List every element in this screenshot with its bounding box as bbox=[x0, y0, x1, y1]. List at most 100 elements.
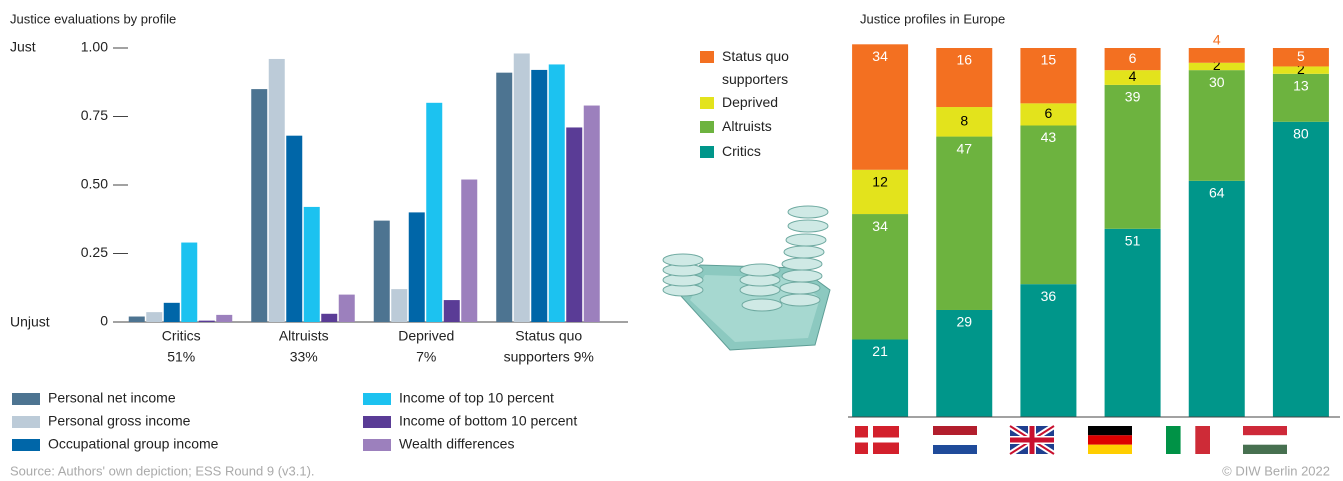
bar bbox=[286, 135, 303, 322]
bar bbox=[146, 312, 163, 322]
data-label: 36 bbox=[1041, 288, 1057, 304]
data-label: 34 bbox=[872, 48, 888, 64]
legend-label: Occupational group income bbox=[48, 436, 219, 452]
data-label: 16 bbox=[956, 52, 972, 68]
legend-label-box: Critics bbox=[722, 143, 761, 159]
bar-segment bbox=[1188, 180, 1245, 417]
data-label: 4 bbox=[1213, 32, 1221, 48]
bar-segment bbox=[1188, 62, 1245, 71]
y-tick-label: 0.50 bbox=[81, 176, 108, 192]
bar bbox=[216, 314, 233, 322]
source: Source: Authors' own depiction; ESS Roun… bbox=[10, 463, 315, 478]
legend-swatch bbox=[700, 146, 714, 158]
legend-label-box: Status quo supporters bbox=[722, 48, 789, 87]
data-label: 2 bbox=[1213, 57, 1221, 73]
data-label: 5 bbox=[1297, 48, 1305, 64]
bar bbox=[373, 220, 390, 322]
data-label: 30 bbox=[1209, 74, 1225, 90]
data-label: 21 bbox=[872, 343, 888, 359]
y-tick-label: 0.75 bbox=[81, 107, 108, 123]
money-illustration bbox=[662, 205, 831, 351]
legend-label-box: Altruists bbox=[722, 118, 772, 134]
legend-label: Wealth differences bbox=[399, 436, 514, 452]
bar-segment bbox=[936, 309, 993, 417]
data-label: 80 bbox=[1293, 126, 1309, 142]
x-tick-label: supporters 9% bbox=[504, 349, 594, 365]
legend-swatch bbox=[363, 416, 391, 428]
bar-segment bbox=[1272, 73, 1329, 122]
data-label: 6 bbox=[1129, 50, 1137, 66]
data-label: 64 bbox=[1209, 185, 1225, 201]
bar-segment bbox=[1272, 66, 1329, 74]
legend-swatch bbox=[700, 121, 714, 133]
y-tick-label: 0 bbox=[100, 313, 108, 329]
x-tick-label: Critics bbox=[162, 328, 201, 344]
legend-label: Altruists bbox=[722, 118, 772, 134]
bar bbox=[251, 89, 268, 322]
bar bbox=[548, 64, 565, 322]
legend-label: Critics bbox=[722, 143, 761, 159]
data-label: 43 bbox=[1041, 129, 1057, 145]
credit: © DIW Berlin 2022 bbox=[1222, 463, 1330, 478]
bar bbox=[128, 316, 145, 322]
bar bbox=[181, 242, 198, 322]
data-label: 34 bbox=[872, 218, 888, 234]
legend-label-box: Deprived bbox=[722, 94, 779, 110]
bar-segment bbox=[852, 214, 909, 340]
bar bbox=[496, 72, 513, 322]
bar-segment bbox=[1272, 121, 1329, 418]
bar bbox=[268, 58, 285, 323]
bar-segment bbox=[1104, 84, 1161, 229]
data-label: 13 bbox=[1293, 78, 1309, 94]
bar-segment bbox=[852, 169, 909, 215]
bar bbox=[198, 320, 215, 322]
x-tick-label: Status quo bbox=[515, 328, 582, 344]
legend-label: Personal net income bbox=[48, 390, 176, 406]
axis-label: Just bbox=[10, 39, 36, 55]
bar-segment bbox=[1104, 70, 1161, 85]
bar-segment bbox=[852, 44, 909, 170]
bar-segment bbox=[1272, 48, 1329, 67]
bar-segment bbox=[1188, 48, 1245, 63]
data-label: 6 bbox=[1045, 105, 1053, 121]
bar bbox=[426, 102, 443, 322]
x-tick-label: Deprived bbox=[398, 328, 454, 344]
legend-swatch bbox=[363, 439, 391, 451]
x-tick-label: 7% bbox=[416, 349, 436, 365]
legend-swatch bbox=[12, 416, 40, 428]
legend-swatch bbox=[700, 97, 714, 109]
bar bbox=[338, 294, 355, 322]
data-label: 51 bbox=[1125, 233, 1141, 249]
y-tick-label: 1.00 bbox=[81, 39, 108, 55]
legend-swatch bbox=[12, 439, 40, 451]
chart-title: Justice evaluations by profile bbox=[10, 11, 176, 26]
legend-label: Deprived bbox=[722, 94, 779, 110]
x-tick-label: 51% bbox=[167, 349, 195, 365]
legend-label: Personal gross income bbox=[48, 413, 191, 429]
bar bbox=[443, 300, 460, 322]
bar bbox=[583, 105, 600, 322]
legend-swatch bbox=[12, 393, 40, 405]
bar bbox=[461, 179, 478, 322]
legend-label: Status quo supporters bbox=[722, 48, 789, 87]
bar bbox=[391, 289, 408, 322]
legend-label: Income of bottom 10 percent bbox=[399, 413, 577, 429]
x-tick-label: Altruists bbox=[279, 328, 329, 344]
bar-segment bbox=[936, 136, 993, 310]
data-label: 29 bbox=[956, 314, 972, 330]
legend-swatch bbox=[363, 393, 391, 405]
flags bbox=[855, 423, 1287, 457]
data-label: 8 bbox=[960, 113, 968, 129]
bar-segment bbox=[1020, 103, 1077, 126]
bar-segment bbox=[1020, 284, 1077, 417]
legend-swatch bbox=[700, 51, 714, 63]
bar bbox=[303, 206, 320, 322]
bar-segment bbox=[852, 339, 909, 417]
bar-segment bbox=[1020, 48, 1077, 104]
bar bbox=[408, 212, 425, 322]
bar-segment bbox=[936, 107, 993, 137]
bar bbox=[321, 313, 338, 322]
bar-segment bbox=[1104, 48, 1161, 71]
bar-segment bbox=[1020, 125, 1077, 285]
